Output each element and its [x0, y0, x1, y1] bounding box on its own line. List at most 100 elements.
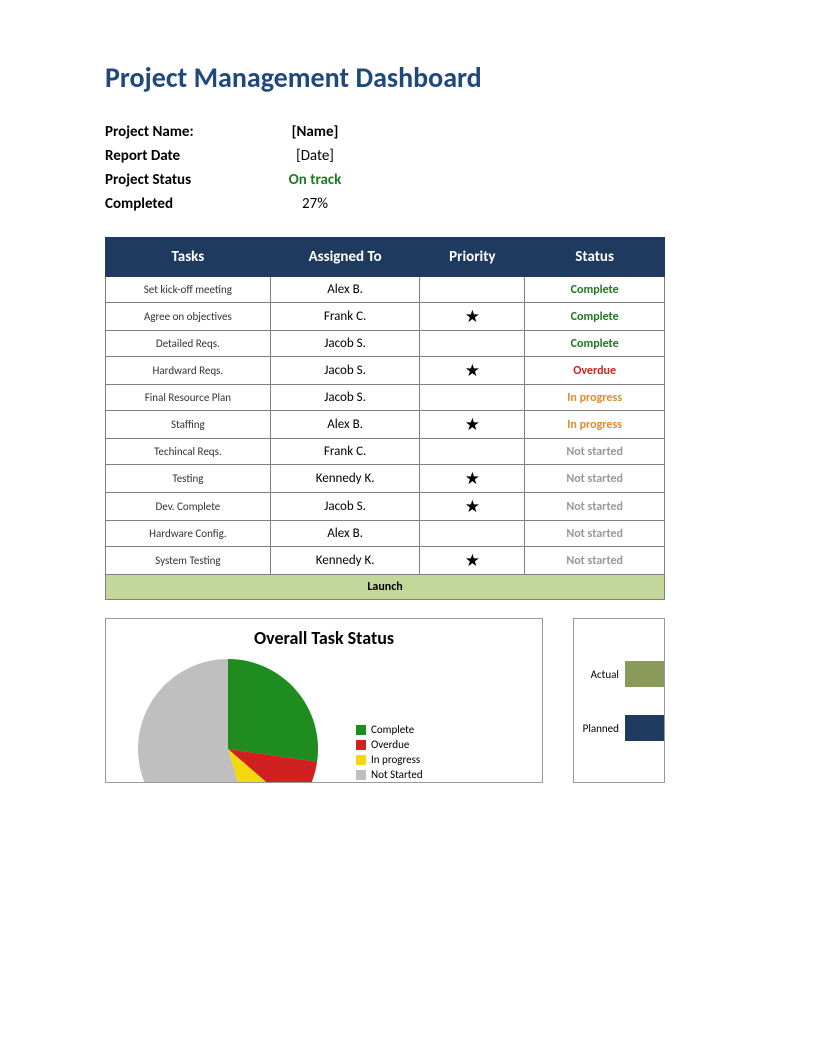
legend-label: Not Started — [371, 768, 423, 781]
project-name-label: Project Name: — [105, 123, 260, 141]
assigned-cell: Alex B. — [270, 411, 420, 439]
star-icon: ★ — [465, 360, 480, 381]
launch-label: Launch — [106, 575, 665, 600]
table-row: Set kick-off meetingAlex B. Complete — [106, 277, 665, 303]
task-name-cell: Agree on objectives — [106, 303, 271, 331]
task-name-cell: System Testing — [106, 547, 271, 575]
status-cell: Not started — [525, 521, 665, 547]
assigned-cell: Frank C. — [270, 439, 420, 465]
legend-label: Overdue — [371, 738, 409, 751]
launch-row: Launch — [106, 575, 665, 600]
status-cell: Complete — [525, 277, 665, 303]
table-row: Final Resource PlanJacob S. In progress — [106, 385, 665, 411]
project-info: Project Name: [Name] Report Date [Date] … — [105, 123, 712, 213]
table-row: Agree on objectivesFrank C.★Complete — [106, 303, 665, 331]
completed-label: Completed — [105, 195, 260, 213]
priority-cell — [420, 521, 525, 547]
task-name-cell: Hardward Reqs. — [106, 357, 271, 385]
legend-swatch — [356, 740, 366, 750]
priority-cell: ★ — [420, 493, 525, 521]
status-cell: Overdue — [525, 357, 665, 385]
legend-swatch — [356, 770, 366, 780]
task-name-cell: Dev. Complete — [106, 493, 271, 521]
report-date-value: [Date] — [260, 147, 370, 165]
pie-chart: Overall Task Status Complete Overdue In pr… — [105, 618, 543, 783]
task-name-cell: Staffing — [106, 411, 271, 439]
assigned-cell: Alex B. — [270, 277, 420, 303]
bar-rect — [625, 661, 664, 687]
bar-row: Planned — [574, 715, 664, 741]
assigned-cell: Kennedy K. — [270, 547, 420, 575]
priority-cell — [420, 385, 525, 411]
priority-cell — [420, 331, 525, 357]
bar-row: Actual — [574, 661, 664, 687]
task-name-cell: Set kick-off meeting — [106, 277, 271, 303]
priority-cell — [420, 277, 525, 303]
table-row: Hardware Config.Alex B. Not started — [106, 521, 665, 547]
assigned-cell: Jacob S. — [270, 493, 420, 521]
col-status: Status — [525, 238, 665, 277]
table-row: Dev. CompleteJacob S. ★ Not started — [106, 493, 665, 521]
legend-item: Complete — [356, 723, 423, 736]
bar-label: Planned — [574, 722, 625, 735]
bar-chart: Actual Planned — [573, 618, 665, 783]
status-cell: Complete — [525, 303, 665, 331]
legend-item: Not Started — [356, 768, 423, 781]
star-icon: ★ — [465, 414, 480, 435]
star-icon: ★ — [465, 468, 480, 489]
table-row: StaffingAlex B. ★ In progress — [106, 411, 665, 439]
page-title: Project Management Dashboard — [105, 60, 712, 95]
bar-rect — [625, 715, 664, 741]
bar-label: Actual — [574, 668, 625, 681]
col-tasks: Tasks — [106, 238, 271, 277]
completed-value: 27% — [260, 195, 370, 213]
status-cell: In progress — [525, 411, 665, 439]
table-row: Techincal Reqs.Frank C. Not started — [106, 439, 665, 465]
status-cell: Complete — [525, 331, 665, 357]
pie-legend: Complete Overdue In progress Not Started — [356, 723, 423, 783]
legend-item: Overdue — [356, 738, 423, 751]
legend-label: In progress — [371, 753, 420, 766]
report-date-label: Report Date — [105, 147, 260, 165]
col-priority: Priority — [420, 238, 525, 277]
table-row: System TestingKennedy K. ★ Not started — [106, 547, 665, 575]
status-cell: Not started — [525, 547, 665, 575]
table-row: TestingKennedy K. ★ Not started — [106, 465, 665, 493]
pie-chart-svg — [118, 653, 338, 783]
assigned-cell: Jacob S. — [270, 385, 420, 411]
priority-cell: ★ — [420, 357, 525, 385]
table-row: Hardward Reqs.Jacob S. ★ Overdue — [106, 357, 665, 385]
task-name-cell: Detailed Reqs. — [106, 331, 271, 357]
assigned-cell: Jacob S. — [270, 357, 420, 385]
status-cell: In progress — [525, 385, 665, 411]
tasks-table: Tasks Assigned To Priority Status Set ki… — [105, 237, 665, 600]
table-row: Detailed Reqs.Jacob S. Complete — [106, 331, 665, 357]
priority-cell: ★ — [420, 411, 525, 439]
assigned-cell: Frank C. — [270, 303, 420, 331]
priority-cell — [420, 439, 525, 465]
assigned-cell: Kennedy K. — [270, 465, 420, 493]
status-cell: Not started — [525, 465, 665, 493]
priority-cell: ★ — [420, 465, 525, 493]
legend-label: Complete — [371, 723, 414, 736]
star-icon: ★ — [465, 496, 480, 517]
assigned-cell: Alex B. — [270, 521, 420, 547]
project-name-value: [Name] — [260, 123, 370, 141]
priority-cell: ★ — [420, 303, 525, 331]
pie-slice — [228, 659, 318, 762]
legend-swatch — [356, 725, 366, 735]
legend-item: In progress — [356, 753, 423, 766]
task-name-cell: Testing — [106, 465, 271, 493]
priority-cell: ★ — [420, 547, 525, 575]
col-assigned: Assigned To — [270, 238, 420, 277]
task-name-cell: Final Resource Plan — [106, 385, 271, 411]
status-cell: Not started — [525, 439, 665, 465]
assigned-cell: Jacob S. — [270, 331, 420, 357]
project-status-label: Project Status — [105, 171, 260, 189]
status-cell: Not started — [525, 493, 665, 521]
task-name-cell: Techincal Reqs. — [106, 439, 271, 465]
task-name-cell: Hardware Config. — [106, 521, 271, 547]
star-icon: ★ — [465, 550, 480, 571]
pie-chart-title: Overall Task Status — [118, 627, 530, 649]
project-status-value: On track — [260, 171, 370, 189]
